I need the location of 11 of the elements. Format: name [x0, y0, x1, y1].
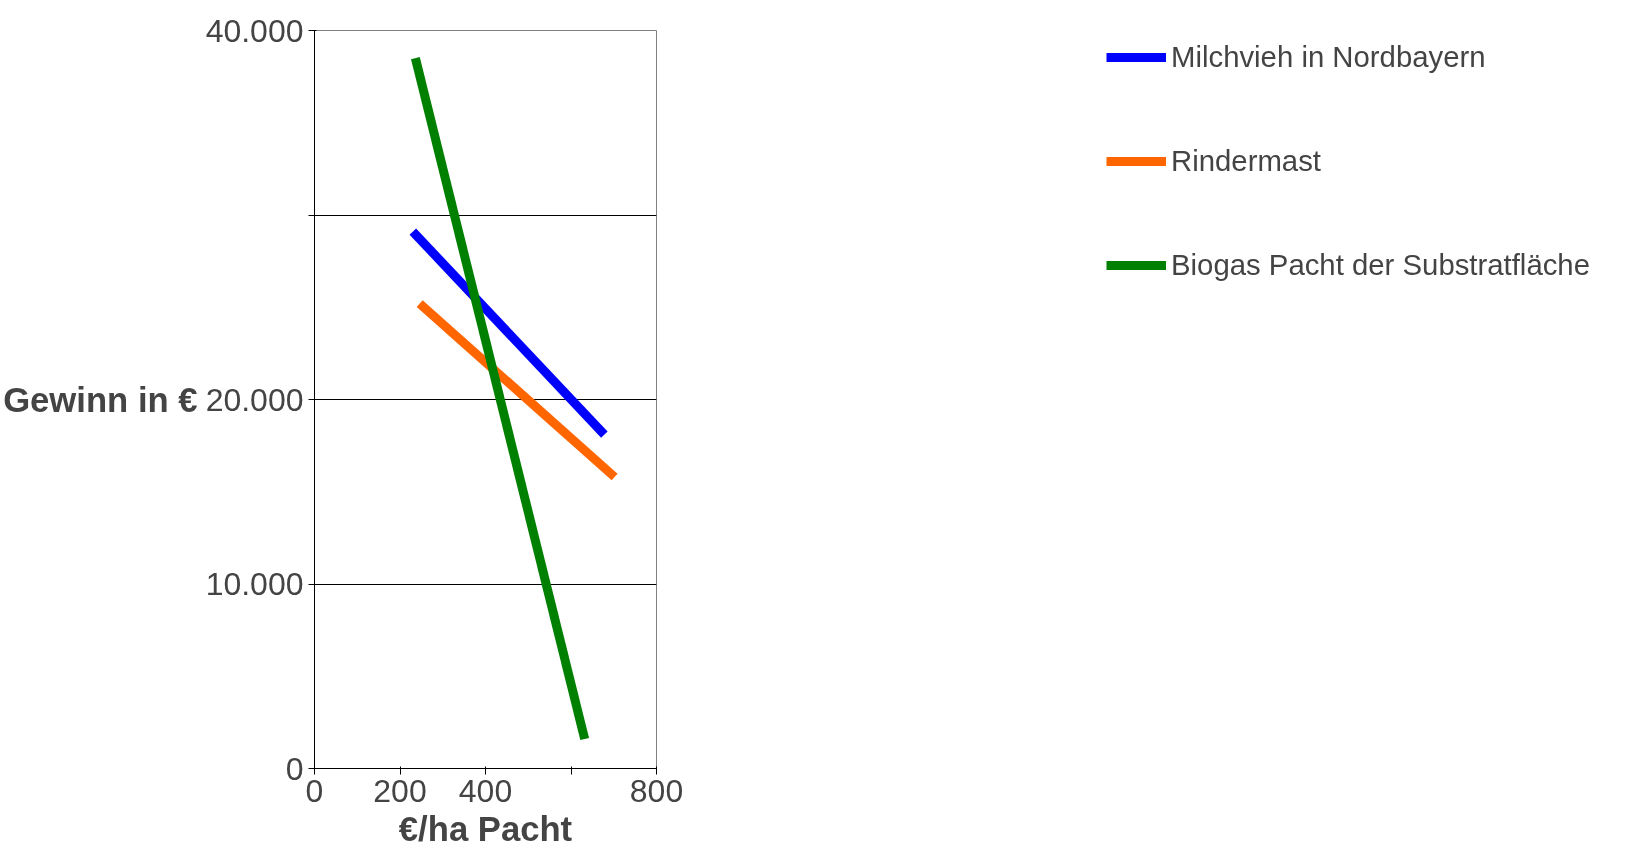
- y-axis-title: Gewinn in €: [3, 380, 198, 419]
- x-axis-title: €/ha Pacht: [398, 809, 573, 848]
- x-tick-label: 200: [373, 772, 427, 809]
- y-tick-label: 20.000: [205, 381, 304, 418]
- y-tick-label: 10.000: [205, 566, 304, 602]
- x-tick-label: 800: [629, 772, 684, 809]
- x-tick-label: 400: [458, 772, 513, 809]
- legend-label: Biogas Pacht der Substratfläche: [1171, 248, 1590, 282]
- legend-label: Rindermast: [1171, 144, 1322, 178]
- legend-label: Milchvieh in Nordbayern: [1171, 40, 1486, 74]
- y-tick-label: 40.000: [205, 12, 304, 49]
